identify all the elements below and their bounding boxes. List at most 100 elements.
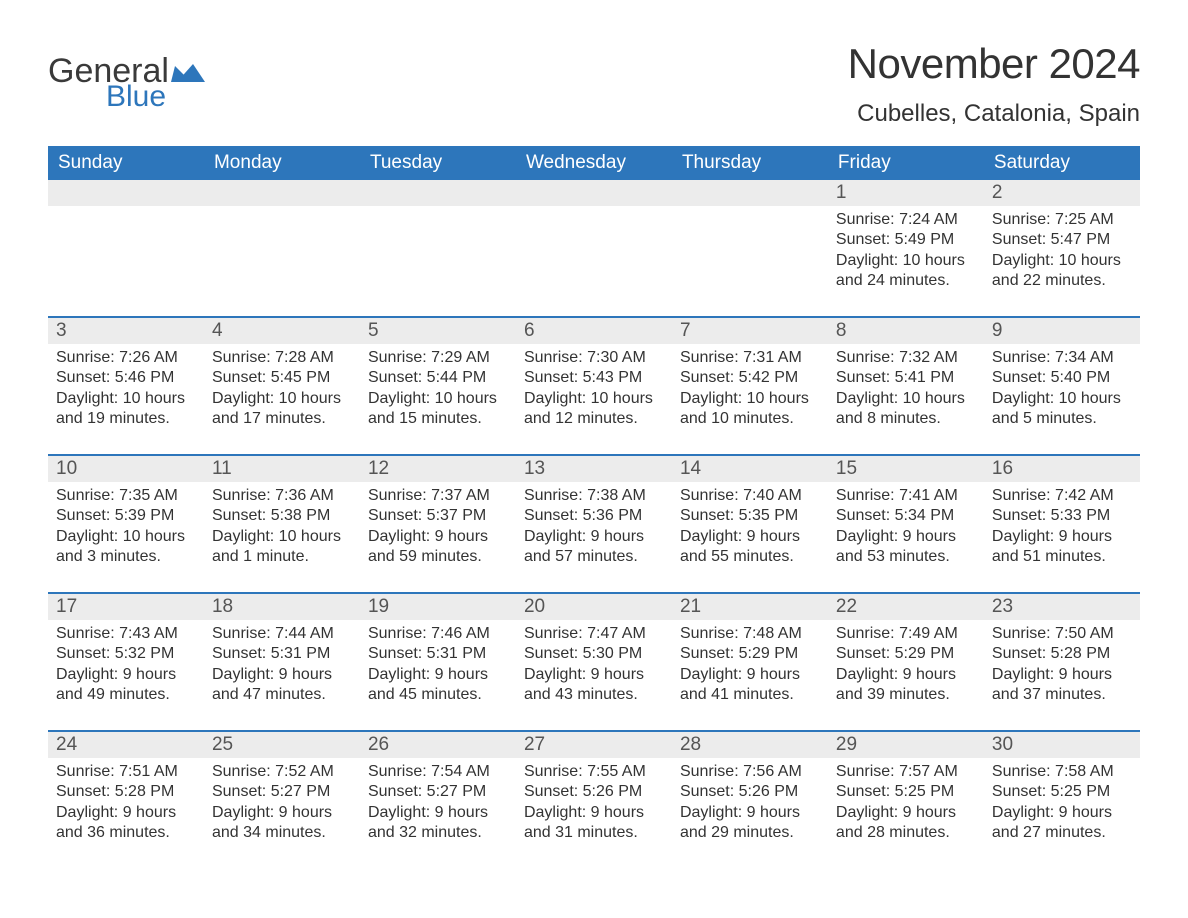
day-number: 30: [984, 732, 1140, 758]
calendar-cell: [360, 180, 516, 317]
day-body: Sunrise: 7:35 AMSunset: 5:39 PMDaylight:…: [48, 482, 204, 592]
day-number: 15: [828, 456, 984, 482]
day-body: [516, 206, 672, 316]
day-number: 4: [204, 318, 360, 344]
calendar-cell: 6Sunrise: 7:30 AMSunset: 5:43 PMDaylight…: [516, 317, 672, 455]
calendar-cell: [204, 180, 360, 317]
day-body: Sunrise: 7:36 AMSunset: 5:38 PMDaylight:…: [204, 482, 360, 592]
calendar-cell: [672, 180, 828, 317]
calendar-cell: [48, 180, 204, 317]
day-body: Sunrise: 7:24 AMSunset: 5:49 PMDaylight:…: [828, 206, 984, 316]
day-body: Sunrise: 7:57 AMSunset: 5:25 PMDaylight:…: [828, 758, 984, 868]
logo-word-blue: Blue: [106, 82, 169, 112]
day-body: Sunrise: 7:34 AMSunset: 5:40 PMDaylight:…: [984, 344, 1140, 454]
weekday-header: Friday: [828, 146, 984, 180]
day-number: [672, 180, 828, 206]
day-body: Sunrise: 7:29 AMSunset: 5:44 PMDaylight:…: [360, 344, 516, 454]
calendar-cell: 12Sunrise: 7:37 AMSunset: 5:37 PMDayligh…: [360, 455, 516, 593]
day-number: 24: [48, 732, 204, 758]
day-number: 23: [984, 594, 1140, 620]
day-number: 29: [828, 732, 984, 758]
day-body: Sunrise: 7:37 AMSunset: 5:37 PMDaylight:…: [360, 482, 516, 592]
day-number: 5: [360, 318, 516, 344]
calendar-cell: 2Sunrise: 7:25 AMSunset: 5:47 PMDaylight…: [984, 180, 1140, 317]
day-body: Sunrise: 7:42 AMSunset: 5:33 PMDaylight:…: [984, 482, 1140, 592]
day-body: [360, 206, 516, 316]
day-number: 11: [204, 456, 360, 482]
weekday-header: Thursday: [672, 146, 828, 180]
header-bar: General Blue November 2024 Cubelles, Cat…: [48, 40, 1140, 128]
calendar-cell: 21Sunrise: 7:48 AMSunset: 5:29 PMDayligh…: [672, 593, 828, 731]
calendar-cell: 14Sunrise: 7:40 AMSunset: 5:35 PMDayligh…: [672, 455, 828, 593]
calendar-cell: 18Sunrise: 7:44 AMSunset: 5:31 PMDayligh…: [204, 593, 360, 731]
calendar-week-row: 10Sunrise: 7:35 AMSunset: 5:39 PMDayligh…: [48, 455, 1140, 593]
day-body: Sunrise: 7:38 AMSunset: 5:36 PMDaylight:…: [516, 482, 672, 592]
day-body: Sunrise: 7:49 AMSunset: 5:29 PMDaylight:…: [828, 620, 984, 730]
calendar-cell: 27Sunrise: 7:55 AMSunset: 5:26 PMDayligh…: [516, 731, 672, 868]
day-number: 17: [48, 594, 204, 620]
page-title: November 2024: [848, 40, 1140, 88]
day-body: Sunrise: 7:25 AMSunset: 5:47 PMDaylight:…: [984, 206, 1140, 316]
day-body: Sunrise: 7:46 AMSunset: 5:31 PMDaylight:…: [360, 620, 516, 730]
day-body: Sunrise: 7:55 AMSunset: 5:26 PMDaylight:…: [516, 758, 672, 868]
day-number: 12: [360, 456, 516, 482]
day-body: Sunrise: 7:47 AMSunset: 5:30 PMDaylight:…: [516, 620, 672, 730]
weekday-header: Saturday: [984, 146, 1140, 180]
calendar-cell: 3Sunrise: 7:26 AMSunset: 5:46 PMDaylight…: [48, 317, 204, 455]
day-body: Sunrise: 7:31 AMSunset: 5:42 PMDaylight:…: [672, 344, 828, 454]
day-number: 26: [360, 732, 516, 758]
day-body: Sunrise: 7:50 AMSunset: 5:28 PMDaylight:…: [984, 620, 1140, 730]
calendar-cell: 23Sunrise: 7:50 AMSunset: 5:28 PMDayligh…: [984, 593, 1140, 731]
day-body: Sunrise: 7:28 AMSunset: 5:45 PMDaylight:…: [204, 344, 360, 454]
calendar-cell: 19Sunrise: 7:46 AMSunset: 5:31 PMDayligh…: [360, 593, 516, 731]
logo-triangle-icon: [171, 60, 205, 89]
calendar-week-row: 3Sunrise: 7:26 AMSunset: 5:46 PMDaylight…: [48, 317, 1140, 455]
calendar-cell: 26Sunrise: 7:54 AMSunset: 5:27 PMDayligh…: [360, 731, 516, 868]
day-number: 21: [672, 594, 828, 620]
weekday-header: Wednesday: [516, 146, 672, 180]
day-number: [204, 180, 360, 206]
location-subtitle: Cubelles, Catalonia, Spain: [848, 100, 1140, 128]
day-body: Sunrise: 7:32 AMSunset: 5:41 PMDaylight:…: [828, 344, 984, 454]
calendar-cell: 17Sunrise: 7:43 AMSunset: 5:32 PMDayligh…: [48, 593, 204, 731]
day-body: Sunrise: 7:54 AMSunset: 5:27 PMDaylight:…: [360, 758, 516, 868]
title-block: November 2024 Cubelles, Catalonia, Spain: [848, 40, 1140, 128]
day-body: [672, 206, 828, 316]
day-number: 28: [672, 732, 828, 758]
day-number: 10: [48, 456, 204, 482]
calendar-cell: 5Sunrise: 7:29 AMSunset: 5:44 PMDaylight…: [360, 317, 516, 455]
day-number: 20: [516, 594, 672, 620]
calendar-cell: 30Sunrise: 7:58 AMSunset: 5:25 PMDayligh…: [984, 731, 1140, 868]
calendar-cell: 4Sunrise: 7:28 AMSunset: 5:45 PMDaylight…: [204, 317, 360, 455]
weekday-header: Tuesday: [360, 146, 516, 180]
calendar-cell: [516, 180, 672, 317]
day-number: [48, 180, 204, 206]
day-body: [48, 206, 204, 316]
day-body: Sunrise: 7:58 AMSunset: 5:25 PMDaylight:…: [984, 758, 1140, 868]
day-body: Sunrise: 7:51 AMSunset: 5:28 PMDaylight:…: [48, 758, 204, 868]
calendar-cell: 24Sunrise: 7:51 AMSunset: 5:28 PMDayligh…: [48, 731, 204, 868]
calendar-cell: 29Sunrise: 7:57 AMSunset: 5:25 PMDayligh…: [828, 731, 984, 868]
weekday-header: Sunday: [48, 146, 204, 180]
day-number: 18: [204, 594, 360, 620]
calendar-table: SundayMondayTuesdayWednesdayThursdayFrid…: [48, 146, 1140, 868]
day-number: 7: [672, 318, 828, 344]
calendar-cell: 9Sunrise: 7:34 AMSunset: 5:40 PMDaylight…: [984, 317, 1140, 455]
calendar-week-row: 17Sunrise: 7:43 AMSunset: 5:32 PMDayligh…: [48, 593, 1140, 731]
day-number: 16: [984, 456, 1140, 482]
calendar-cell: 13Sunrise: 7:38 AMSunset: 5:36 PMDayligh…: [516, 455, 672, 593]
day-number: 19: [360, 594, 516, 620]
calendar-cell: 28Sunrise: 7:56 AMSunset: 5:26 PMDayligh…: [672, 731, 828, 868]
calendar-cell: 20Sunrise: 7:47 AMSunset: 5:30 PMDayligh…: [516, 593, 672, 731]
day-number: 22: [828, 594, 984, 620]
calendar-cell: 10Sunrise: 7:35 AMSunset: 5:39 PMDayligh…: [48, 455, 204, 593]
day-number: 2: [984, 180, 1140, 206]
day-body: Sunrise: 7:26 AMSunset: 5:46 PMDaylight:…: [48, 344, 204, 454]
day-body: Sunrise: 7:30 AMSunset: 5:43 PMDaylight:…: [516, 344, 672, 454]
day-body: Sunrise: 7:48 AMSunset: 5:29 PMDaylight:…: [672, 620, 828, 730]
day-number: 25: [204, 732, 360, 758]
calendar-cell: 1Sunrise: 7:24 AMSunset: 5:49 PMDaylight…: [828, 180, 984, 317]
day-body: Sunrise: 7:41 AMSunset: 5:34 PMDaylight:…: [828, 482, 984, 592]
calendar-cell: 11Sunrise: 7:36 AMSunset: 5:38 PMDayligh…: [204, 455, 360, 593]
day-number: 8: [828, 318, 984, 344]
